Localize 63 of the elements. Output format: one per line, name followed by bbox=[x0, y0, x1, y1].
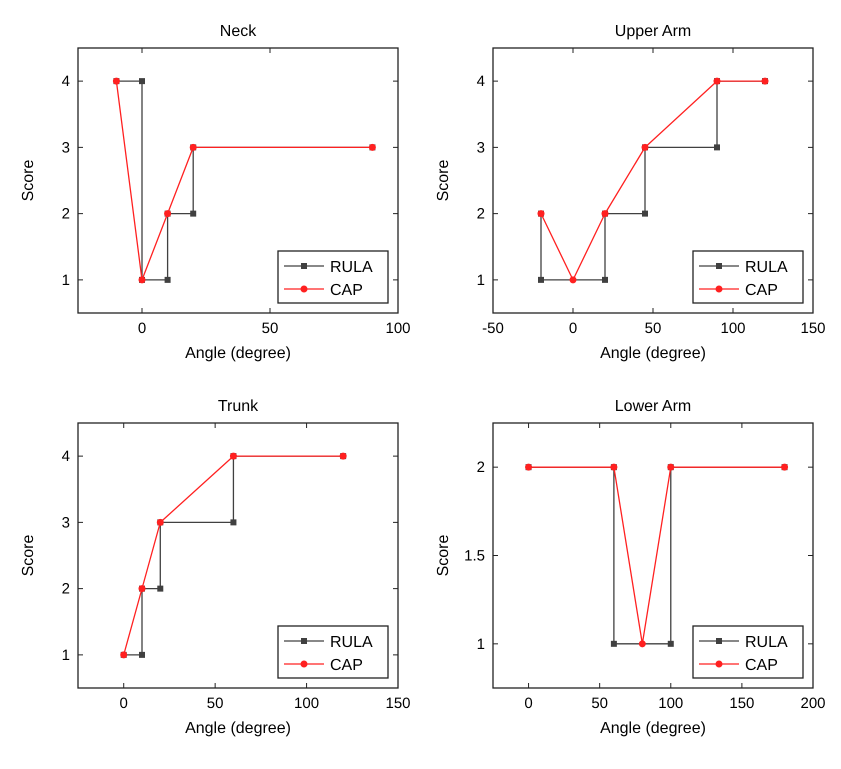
point bbox=[190, 210, 196, 217]
x-tick-label: 150 bbox=[729, 695, 754, 712]
chart-title: Trunk bbox=[218, 398, 260, 415]
point bbox=[602, 276, 608, 283]
x-tick-label: 100 bbox=[385, 320, 411, 337]
legend-label: CAP bbox=[330, 657, 363, 674]
point bbox=[139, 78, 145, 84]
x-tick-label: 0 bbox=[524, 695, 533, 712]
y-tick-label: 2 bbox=[62, 206, 70, 223]
y-tick-label: 1 bbox=[62, 646, 70, 664]
y-tick-label: 1 bbox=[476, 636, 485, 653]
y-tick-label: 3 bbox=[62, 139, 70, 156]
chart-title: Neck bbox=[220, 23, 258, 40]
y-tick-label: 1 bbox=[476, 272, 485, 289]
x-tick-label: 200 bbox=[800, 695, 826, 712]
point bbox=[714, 144, 720, 150]
point bbox=[642, 210, 648, 217]
y-tick-label: 1 bbox=[62, 272, 70, 289]
x-axis-title: Angle (degree) bbox=[185, 720, 291, 737]
y-tick-label: 3 bbox=[62, 514, 70, 532]
legend-label: CAP bbox=[330, 282, 363, 299]
x-tick-label: 100 bbox=[720, 320, 746, 337]
x-axis-title: Angle (degree) bbox=[185, 345, 291, 362]
legend-label: RULA bbox=[745, 259, 788, 276]
y-axis-title: Score bbox=[435, 534, 452, 576]
y-tick-label: 3 bbox=[476, 139, 485, 156]
chart-title: Lower Arm bbox=[614, 398, 692, 415]
x-tick-label: 50 bbox=[206, 695, 224, 712]
x-axis-title: Angle (degree) bbox=[600, 345, 706, 362]
x-tick-label: 0 bbox=[120, 695, 128, 712]
y-axis-title: Score bbox=[20, 534, 37, 576]
point bbox=[538, 276, 544, 283]
legend-label: CAP bbox=[745, 282, 778, 299]
x-tick-label: 0 bbox=[568, 320, 578, 337]
x-tick-label: 50 bbox=[262, 320, 278, 337]
x-tick-label: 0 bbox=[138, 320, 146, 337]
point bbox=[139, 652, 145, 658]
legend-label: CAP bbox=[745, 657, 778, 674]
x-tick-label: 150 bbox=[385, 695, 411, 712]
y-axis-title: Score bbox=[435, 160, 452, 202]
x-tick-label: 100 bbox=[658, 695, 684, 712]
point bbox=[570, 276, 576, 284]
y-tick-label: 2 bbox=[62, 580, 70, 598]
legend-label: RULA bbox=[330, 634, 374, 651]
x-tick-label: 50 bbox=[591, 695, 608, 712]
y-tick-label: 4 bbox=[62, 73, 70, 90]
point bbox=[157, 586, 164, 592]
y-tick-label: 4 bbox=[476, 73, 485, 90]
y-tick-label: 1.5 bbox=[464, 548, 485, 564]
x-tick-label: 150 bbox=[800, 320, 826, 337]
y-tick-label: 2 bbox=[476, 206, 485, 223]
x-tick-label: 50 bbox=[644, 320, 662, 337]
chart-title: Upper Arm bbox=[614, 23, 692, 40]
y-tick-label: 4 bbox=[62, 448, 70, 466]
x-tick-label: 100 bbox=[294, 695, 320, 712]
y-tick-label: 2 bbox=[476, 459, 485, 476]
point bbox=[230, 519, 236, 526]
x-axis-title: Angle (degree) bbox=[600, 720, 706, 737]
y-axis-title: Score bbox=[20, 160, 37, 202]
legend-label: RULA bbox=[330, 259, 374, 276]
x-tick-label: -50 bbox=[482, 320, 504, 337]
legend-label: RULA bbox=[745, 634, 788, 651]
point bbox=[164, 276, 171, 283]
